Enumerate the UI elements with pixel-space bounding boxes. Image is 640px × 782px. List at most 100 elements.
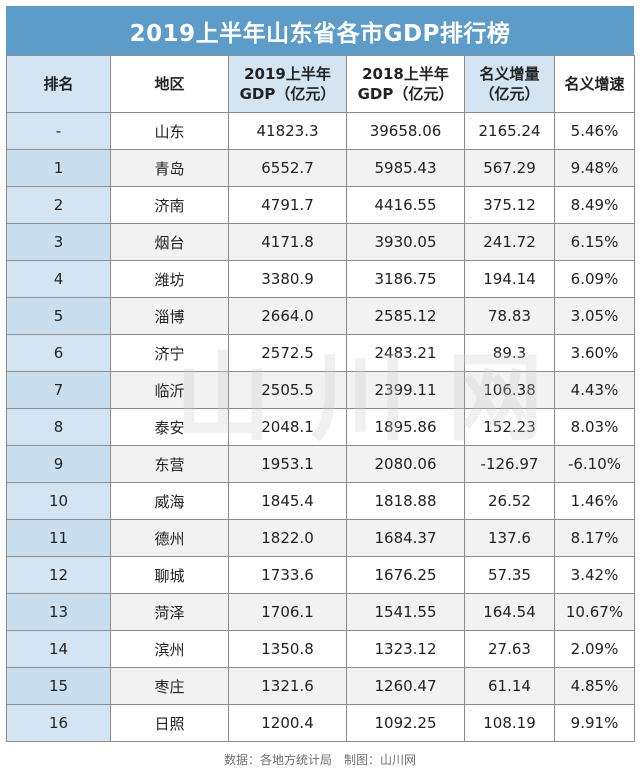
cell-gdp2018: 2399.11 <box>346 371 465 409</box>
cell-region: 威海 <box>110 482 229 520</box>
cell-gdp2019: 3380.9 <box>228 260 347 298</box>
cell-rank: - <box>6 112 111 150</box>
cell-increase: 106.38 <box>464 371 555 409</box>
cell-gdp2018: 1260.47 <box>346 667 465 705</box>
cell-increase: 108.19 <box>464 704 555 742</box>
cell-rank: 10 <box>6 482 111 520</box>
cell-gdp2018: 1895.86 <box>346 408 465 446</box>
table-row: 12 聊城 1733.6 1676.25 57.35 3.42% <box>6 556 635 594</box>
cell-region: 枣庄 <box>110 667 229 705</box>
table-row: 1 青岛 6552.7 5985.43 567.29 9.48% <box>6 149 635 187</box>
cell-increase: 2165.24 <box>464 112 555 150</box>
cell-region: 滨州 <box>110 630 229 668</box>
cell-growth: 9.48% <box>554 149 635 187</box>
cell-rank: 6 <box>6 334 111 372</box>
cell-region: 聊城 <box>110 556 229 594</box>
cell-rank: 13 <box>6 593 111 631</box>
cell-gdp2019: 2664.0 <box>228 297 347 335</box>
cell-gdp2018: 2585.12 <box>346 297 465 335</box>
cell-gdp2019: 1321.6 <box>228 667 347 705</box>
cell-increase: 164.54 <box>464 593 555 631</box>
header-gdp-2019: 2019上半年 GDP（亿元） <box>228 55 347 113</box>
table-row: 2 济南 4791.7 4416.55 375.12 8.49% <box>6 186 635 224</box>
table-footer: 数据：各地方统计局 制图：山川网 <box>6 742 634 776</box>
cell-rank: 5 <box>6 297 111 335</box>
cell-growth: 8.17% <box>554 519 635 557</box>
table-row: 3 烟台 4171.8 3930.05 241.72 6.15% <box>6 223 635 261</box>
cell-gdp2018: 4416.55 <box>346 186 465 224</box>
cell-increase: 241.72 <box>464 223 555 261</box>
cell-gdp2018: 3930.05 <box>346 223 465 261</box>
header-gdp-2018-line2: GDP（亿元） <box>357 85 454 103</box>
table-row: - 山东 41823.3 39658.06 2165.24 5.46% <box>6 112 635 150</box>
header-gdp-2019-line1: 2019上半年 <box>244 65 331 83</box>
cell-increase: 152.23 <box>464 408 555 446</box>
cell-growth: 3.60% <box>554 334 635 372</box>
cell-gdp2018: 5985.43 <box>346 149 465 187</box>
cell-increase: 26.52 <box>464 482 555 520</box>
cell-gdp2019: 4171.8 <box>228 223 347 261</box>
cell-increase: 567.29 <box>464 149 555 187</box>
cell-gdp2018: 1818.88 <box>346 482 465 520</box>
header-increase-line1: 名义增量 <box>479 65 540 83</box>
cell-gdp2019: 1200.4 <box>228 704 347 742</box>
header-gdp-2018: 2018上半年 GDP（亿元） <box>346 55 465 113</box>
cell-region: 济南 <box>110 186 229 224</box>
cell-gdp2019: 1953.1 <box>228 445 347 483</box>
table-row: 8 泰安 2048.1 1895.86 152.23 8.03% <box>6 408 635 446</box>
cell-rank: 16 <box>6 704 111 742</box>
cell-growth: 10.67% <box>554 593 635 631</box>
cell-region: 淄博 <box>110 297 229 335</box>
cell-growth: -6.10% <box>554 445 635 483</box>
cell-region: 东营 <box>110 445 229 483</box>
cell-region: 日照 <box>110 704 229 742</box>
cell-region: 山东 <box>110 112 229 150</box>
cell-increase: 194.14 <box>464 260 555 298</box>
cell-growth: 3.05% <box>554 297 635 335</box>
table-row: 10 威海 1845.4 1818.88 26.52 1.46% <box>6 482 635 520</box>
cell-gdp2019: 4791.7 <box>228 186 347 224</box>
cell-rank: 7 <box>6 371 111 409</box>
cell-growth: 6.15% <box>554 223 635 261</box>
cell-increase: 27.63 <box>464 630 555 668</box>
cell-gdp2019: 1706.1 <box>228 593 347 631</box>
table-row: 16 日照 1200.4 1092.25 108.19 9.91% <box>6 704 635 742</box>
cell-rank: 4 <box>6 260 111 298</box>
cell-gdp2019: 2048.1 <box>228 408 347 446</box>
header-gdp-2019-line2: GDP（亿元） <box>239 85 336 103</box>
table-row: 9 东营 1953.1 2080.06 -126.97 -6.10% <box>6 445 635 483</box>
cell-increase: -126.97 <box>464 445 555 483</box>
cell-growth: 4.85% <box>554 667 635 705</box>
cell-growth: 4.43% <box>554 371 635 409</box>
cell-growth: 2.09% <box>554 630 635 668</box>
cell-increase: 57.35 <box>464 556 555 594</box>
cell-growth: 8.49% <box>554 186 635 224</box>
cell-rank: 2 <box>6 186 111 224</box>
cell-increase: 61.14 <box>464 667 555 705</box>
cell-rank: 3 <box>6 223 111 261</box>
header-gdp-2018-line1: 2018上半年 <box>362 65 449 83</box>
cell-gdp2018: 39658.06 <box>346 112 465 150</box>
cell-gdp2018: 1676.25 <box>346 556 465 594</box>
cell-increase: 375.12 <box>464 186 555 224</box>
cell-gdp2018: 2483.21 <box>346 334 465 372</box>
cell-growth: 3.42% <box>554 556 635 594</box>
cell-increase: 89.3 <box>464 334 555 372</box>
table-row: 5 淄博 2664.0 2585.12 78.83 3.05% <box>6 297 635 335</box>
cell-gdp2018: 1541.55 <box>346 593 465 631</box>
cell-increase: 78.83 <box>464 297 555 335</box>
cell-rank: 15 <box>6 667 111 705</box>
table-title: 2019上半年山东省各市GDP排行榜 <box>6 6 634 55</box>
cell-gdp2019: 1822.0 <box>228 519 347 557</box>
cell-growth: 8.03% <box>554 408 635 446</box>
cell-rank: 8 <box>6 408 111 446</box>
cell-growth: 9.91% <box>554 704 635 742</box>
cell-increase: 137.6 <box>464 519 555 557</box>
cell-region: 临沂 <box>110 371 229 409</box>
cell-gdp2018: 3186.75 <box>346 260 465 298</box>
cell-gdp2018: 2080.06 <box>346 445 465 483</box>
cell-growth: 6.09% <box>554 260 635 298</box>
cell-gdp2019: 6552.7 <box>228 149 347 187</box>
header-row: 排名 地区 2019上半年 GDP（亿元） 2018上半年 GDP（亿元） 名义… <box>6 55 635 113</box>
table-row: 13 菏泽 1706.1 1541.55 164.54 10.67% <box>6 593 635 631</box>
